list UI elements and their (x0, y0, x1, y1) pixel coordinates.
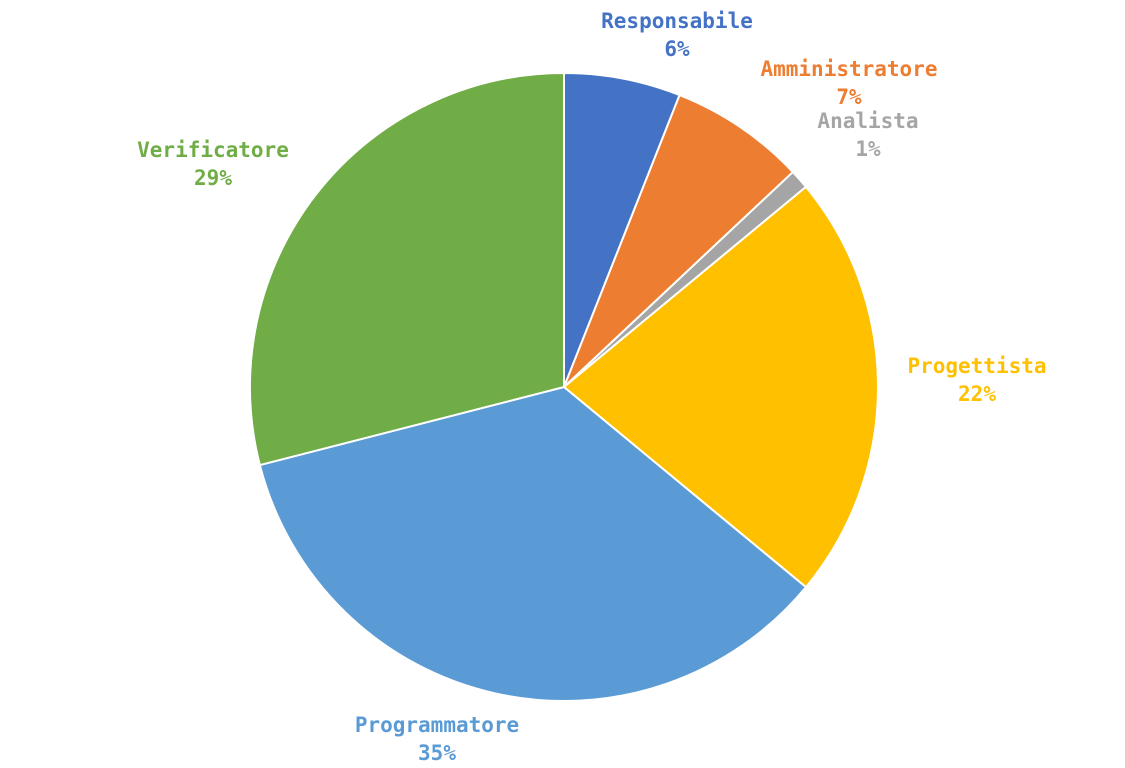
slice-label-verificatore: Verificatore (137, 138, 289, 162)
pie-slice-verificatore (249, 71, 565, 467)
pie-slice-programmatore (258, 385, 808, 702)
slice-label-progettista: Progettista (907, 354, 1046, 378)
slice-value-programmatore: 35% (418, 741, 456, 765)
pie-slices (249, 71, 879, 702)
pie-slice-amministratore (563, 93, 795, 388)
slice-value-analista: 1% (855, 137, 881, 161)
pie-slice-progettista (562, 185, 879, 589)
slice-value-verificatore: 29% (194, 166, 232, 190)
slice-value-responsabile: 6% (664, 37, 690, 61)
slice-value-amministratore: 7% (836, 85, 862, 109)
slice-value-progettista: 22% (958, 382, 996, 406)
slice-label-analista: Analista (817, 109, 918, 133)
pie-slice-responsabile (563, 71, 681, 388)
pie-labels: Responsabile 6% Amministratore 7%Analista 1%… (137, 9, 1046, 765)
slice-label-amministratore: Amministratore (760, 57, 937, 81)
slice-label-programmatore: Programmatore (355, 713, 519, 737)
slice-label-responsabile: Responsabile (601, 9, 753, 33)
